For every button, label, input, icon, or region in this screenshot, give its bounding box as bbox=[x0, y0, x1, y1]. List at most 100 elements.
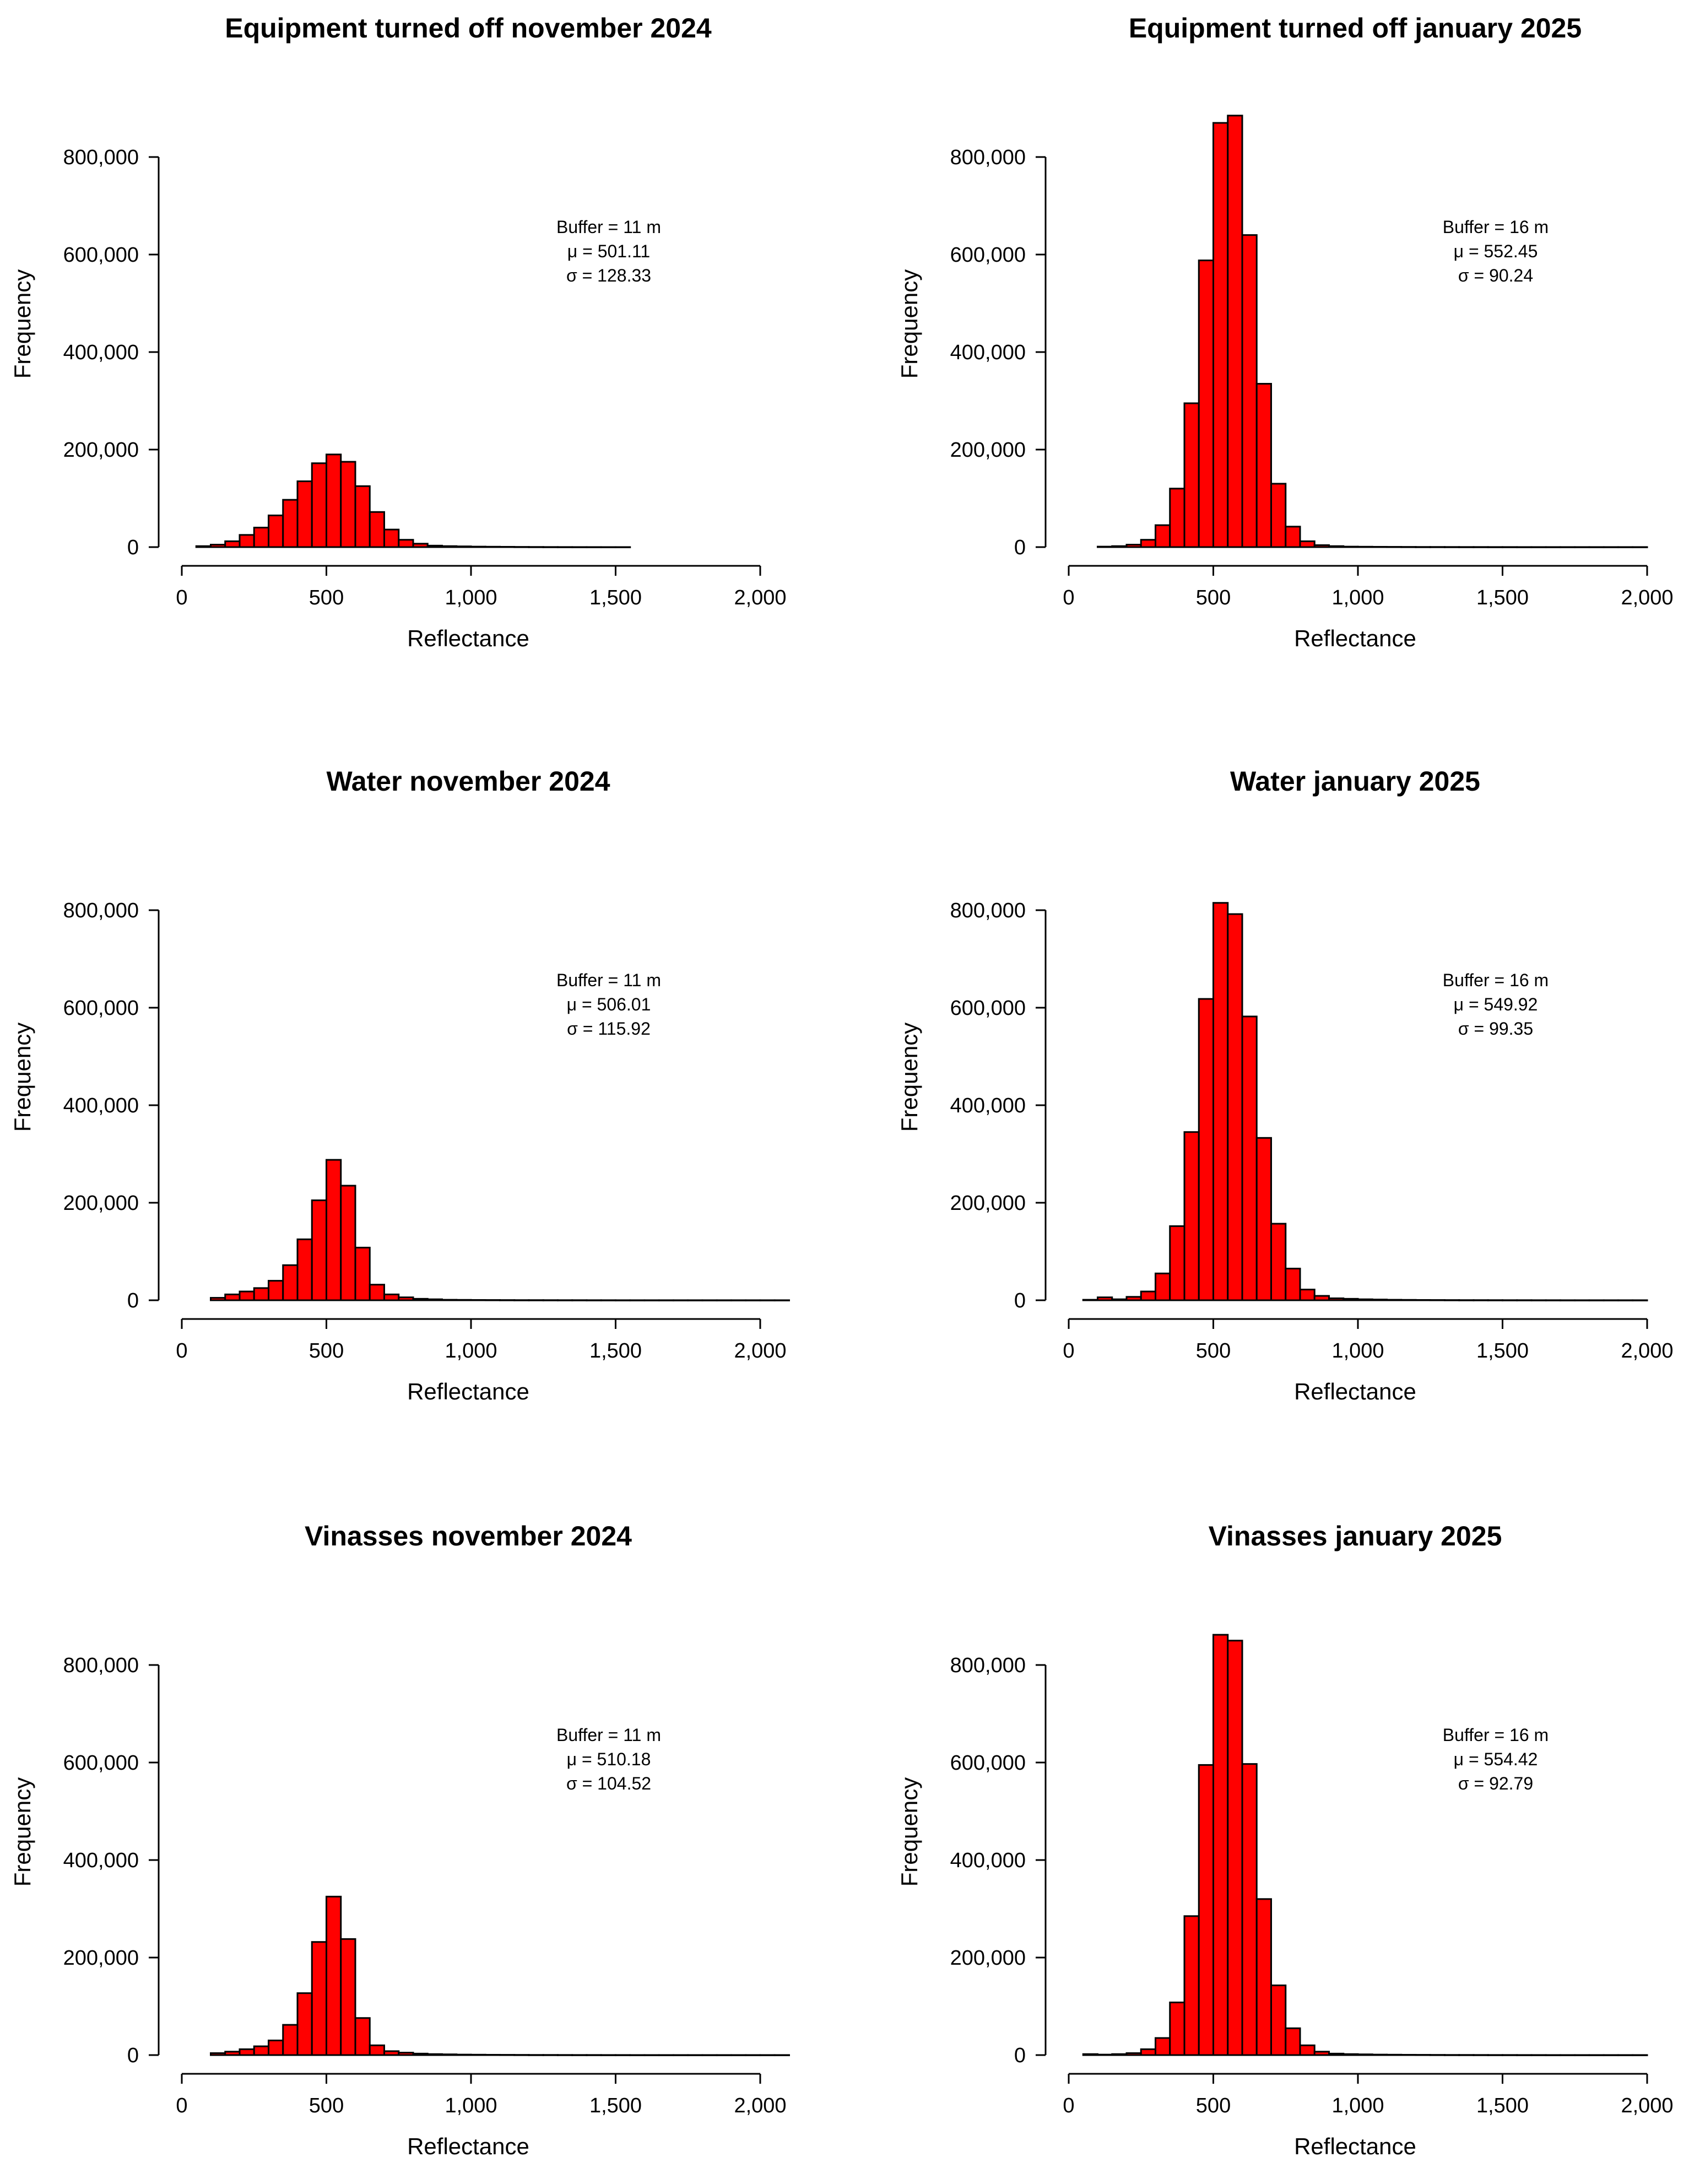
y-axis-label: Frequency bbox=[896, 1777, 922, 1886]
histogram-bar bbox=[224, 540, 241, 548]
histogram-bar bbox=[1545, 546, 1561, 548]
histogram-bar bbox=[1415, 546, 1431, 548]
histogram-bar bbox=[1227, 115, 1243, 548]
histogram-bar bbox=[643, 1299, 660, 1301]
y-axis-label: Frequency bbox=[896, 1023, 922, 1132]
histogram-bar bbox=[311, 1199, 327, 1301]
histogram-bar bbox=[1212, 122, 1229, 548]
y-tick-label: 400,000 bbox=[63, 1094, 139, 1117]
histogram-bar bbox=[1487, 546, 1503, 548]
histogram-bar bbox=[239, 1290, 255, 1301]
histogram-bar bbox=[1241, 1763, 1258, 2056]
histogram-bar bbox=[412, 543, 429, 548]
histogram-bar bbox=[1255, 1137, 1272, 1301]
histogram-bar bbox=[1588, 546, 1605, 548]
x-tick-label: 2,000 bbox=[1621, 2094, 1673, 2117]
histogram-bar bbox=[1169, 488, 1185, 548]
histogram-bar bbox=[1444, 2054, 1460, 2056]
stats-annotation-line: Buffer = 11 m bbox=[556, 217, 661, 237]
histogram-bar bbox=[1198, 1764, 1214, 2056]
histogram-bar bbox=[643, 2054, 660, 2056]
histogram-bar bbox=[499, 1299, 516, 1301]
histogram-bar bbox=[673, 2054, 689, 2056]
stats-annotation-line: Buffer = 11 m bbox=[556, 970, 661, 990]
histogram-bar bbox=[1270, 1984, 1287, 2056]
histogram-bar bbox=[412, 1298, 429, 1301]
chart-title: Equipment turned off january 2025 bbox=[1129, 13, 1582, 44]
x-tick-label: 1,000 bbox=[445, 1339, 497, 1363]
histogram-bar bbox=[1241, 234, 1258, 548]
histogram-bar bbox=[571, 2054, 588, 2056]
histogram-bar bbox=[296, 1992, 313, 2056]
y-tick-label: 400,000 bbox=[63, 341, 139, 364]
histogram-bar bbox=[1473, 546, 1489, 548]
histogram-bar bbox=[528, 2054, 544, 2056]
y-tick-label: 0 bbox=[1014, 1289, 1026, 1312]
histogram-bar bbox=[268, 1280, 284, 1301]
histogram-bar bbox=[1444, 1299, 1460, 1301]
histogram-bar bbox=[673, 1299, 689, 1301]
histogram-bar bbox=[1270, 1223, 1287, 1301]
histogram-bar bbox=[687, 2054, 703, 2056]
stats-annotation-line: σ = 99.35 bbox=[1458, 1019, 1533, 1039]
y-tick-label: 200,000 bbox=[950, 1947, 1026, 1970]
stats-annotation-line: μ = 506.01 bbox=[567, 994, 651, 1014]
histogram-bar bbox=[354, 485, 371, 548]
histogram-bar bbox=[745, 1299, 761, 1301]
histogram-bar bbox=[499, 2054, 516, 2056]
histogram-bar bbox=[369, 1284, 385, 1301]
x-axis-label: Reflectance bbox=[407, 2133, 529, 2159]
histogram-bar bbox=[1429, 1299, 1446, 1301]
histogram-bar bbox=[253, 2045, 269, 2056]
histogram-bar bbox=[658, 2054, 674, 2056]
stats-annotation-line: μ = 554.42 bbox=[1454, 1749, 1538, 1769]
histogram-bar bbox=[1227, 913, 1243, 1301]
histogram-bar bbox=[1632, 546, 1648, 548]
histogram-bar bbox=[1429, 546, 1446, 548]
y-tick-label: 800,000 bbox=[950, 146, 1026, 169]
histogram-bar bbox=[398, 1296, 414, 1301]
histogram-bar bbox=[1458, 2054, 1475, 2056]
histogram-bar bbox=[1255, 1898, 1272, 2056]
histogram-bar bbox=[1313, 1295, 1330, 1301]
histogram-bar bbox=[1588, 2054, 1605, 2056]
stats-annotation-line: μ = 552.45 bbox=[1454, 241, 1538, 261]
histogram-bar bbox=[1516, 1299, 1533, 1301]
x-tick-label: 0 bbox=[1063, 1339, 1074, 1363]
histogram-bar bbox=[1545, 2054, 1561, 2056]
histogram-bar bbox=[1502, 1299, 1518, 1301]
histogram-bar bbox=[542, 1299, 559, 1301]
histogram-bar bbox=[1516, 2054, 1533, 2056]
histogram-bar bbox=[1328, 545, 1345, 548]
histogram-bar bbox=[383, 1293, 400, 1301]
x-tick-label: 2,000 bbox=[734, 2094, 786, 2117]
histogram-bar bbox=[716, 1299, 732, 1301]
y-tick-label: 400,000 bbox=[950, 1094, 1026, 1117]
y-tick-label: 600,000 bbox=[63, 997, 139, 1020]
histogram-bar bbox=[383, 2050, 400, 2056]
histogram-bar bbox=[426, 544, 443, 548]
histogram-bar bbox=[210, 2052, 226, 2056]
histogram-bar bbox=[296, 1238, 313, 1301]
histogram-panel-2: Equipment turned off january 2025 0 200,00… bbox=[896, 13, 1674, 651]
y-tick-label: 400,000 bbox=[63, 1849, 139, 1872]
histogram-bar bbox=[1270, 483, 1287, 548]
histogram-bar bbox=[1183, 1131, 1200, 1301]
histogram-bar bbox=[600, 2054, 616, 2056]
histogram-panel-5: Vinasses november 2024 0 200,000 400,000 600… bbox=[9, 1521, 790, 2159]
histogram-bar bbox=[1198, 260, 1214, 548]
x-tick-label: 1,500 bbox=[1476, 586, 1529, 609]
histogram-panel-6: Vinasses january 2025 0 200,000 400,000 600,… bbox=[896, 1521, 1674, 2159]
x-tick-label: 2,000 bbox=[1621, 1339, 1673, 1363]
histogram-bar bbox=[773, 2054, 790, 2056]
histogram-bar bbox=[1342, 1298, 1359, 1301]
histogram-bar bbox=[687, 1299, 703, 1301]
histogram-bar bbox=[1328, 2052, 1345, 2056]
bars bbox=[1097, 115, 1648, 548]
x-tick-label: 0 bbox=[176, 2094, 187, 2117]
histogram-bar bbox=[1169, 1225, 1185, 1301]
histogram-bar bbox=[586, 2054, 602, 2056]
histogram-bar bbox=[1198, 998, 1214, 1301]
histogram-panel-4: Water january 2025 0 200,000 400,000 600,000… bbox=[896, 766, 1674, 1404]
